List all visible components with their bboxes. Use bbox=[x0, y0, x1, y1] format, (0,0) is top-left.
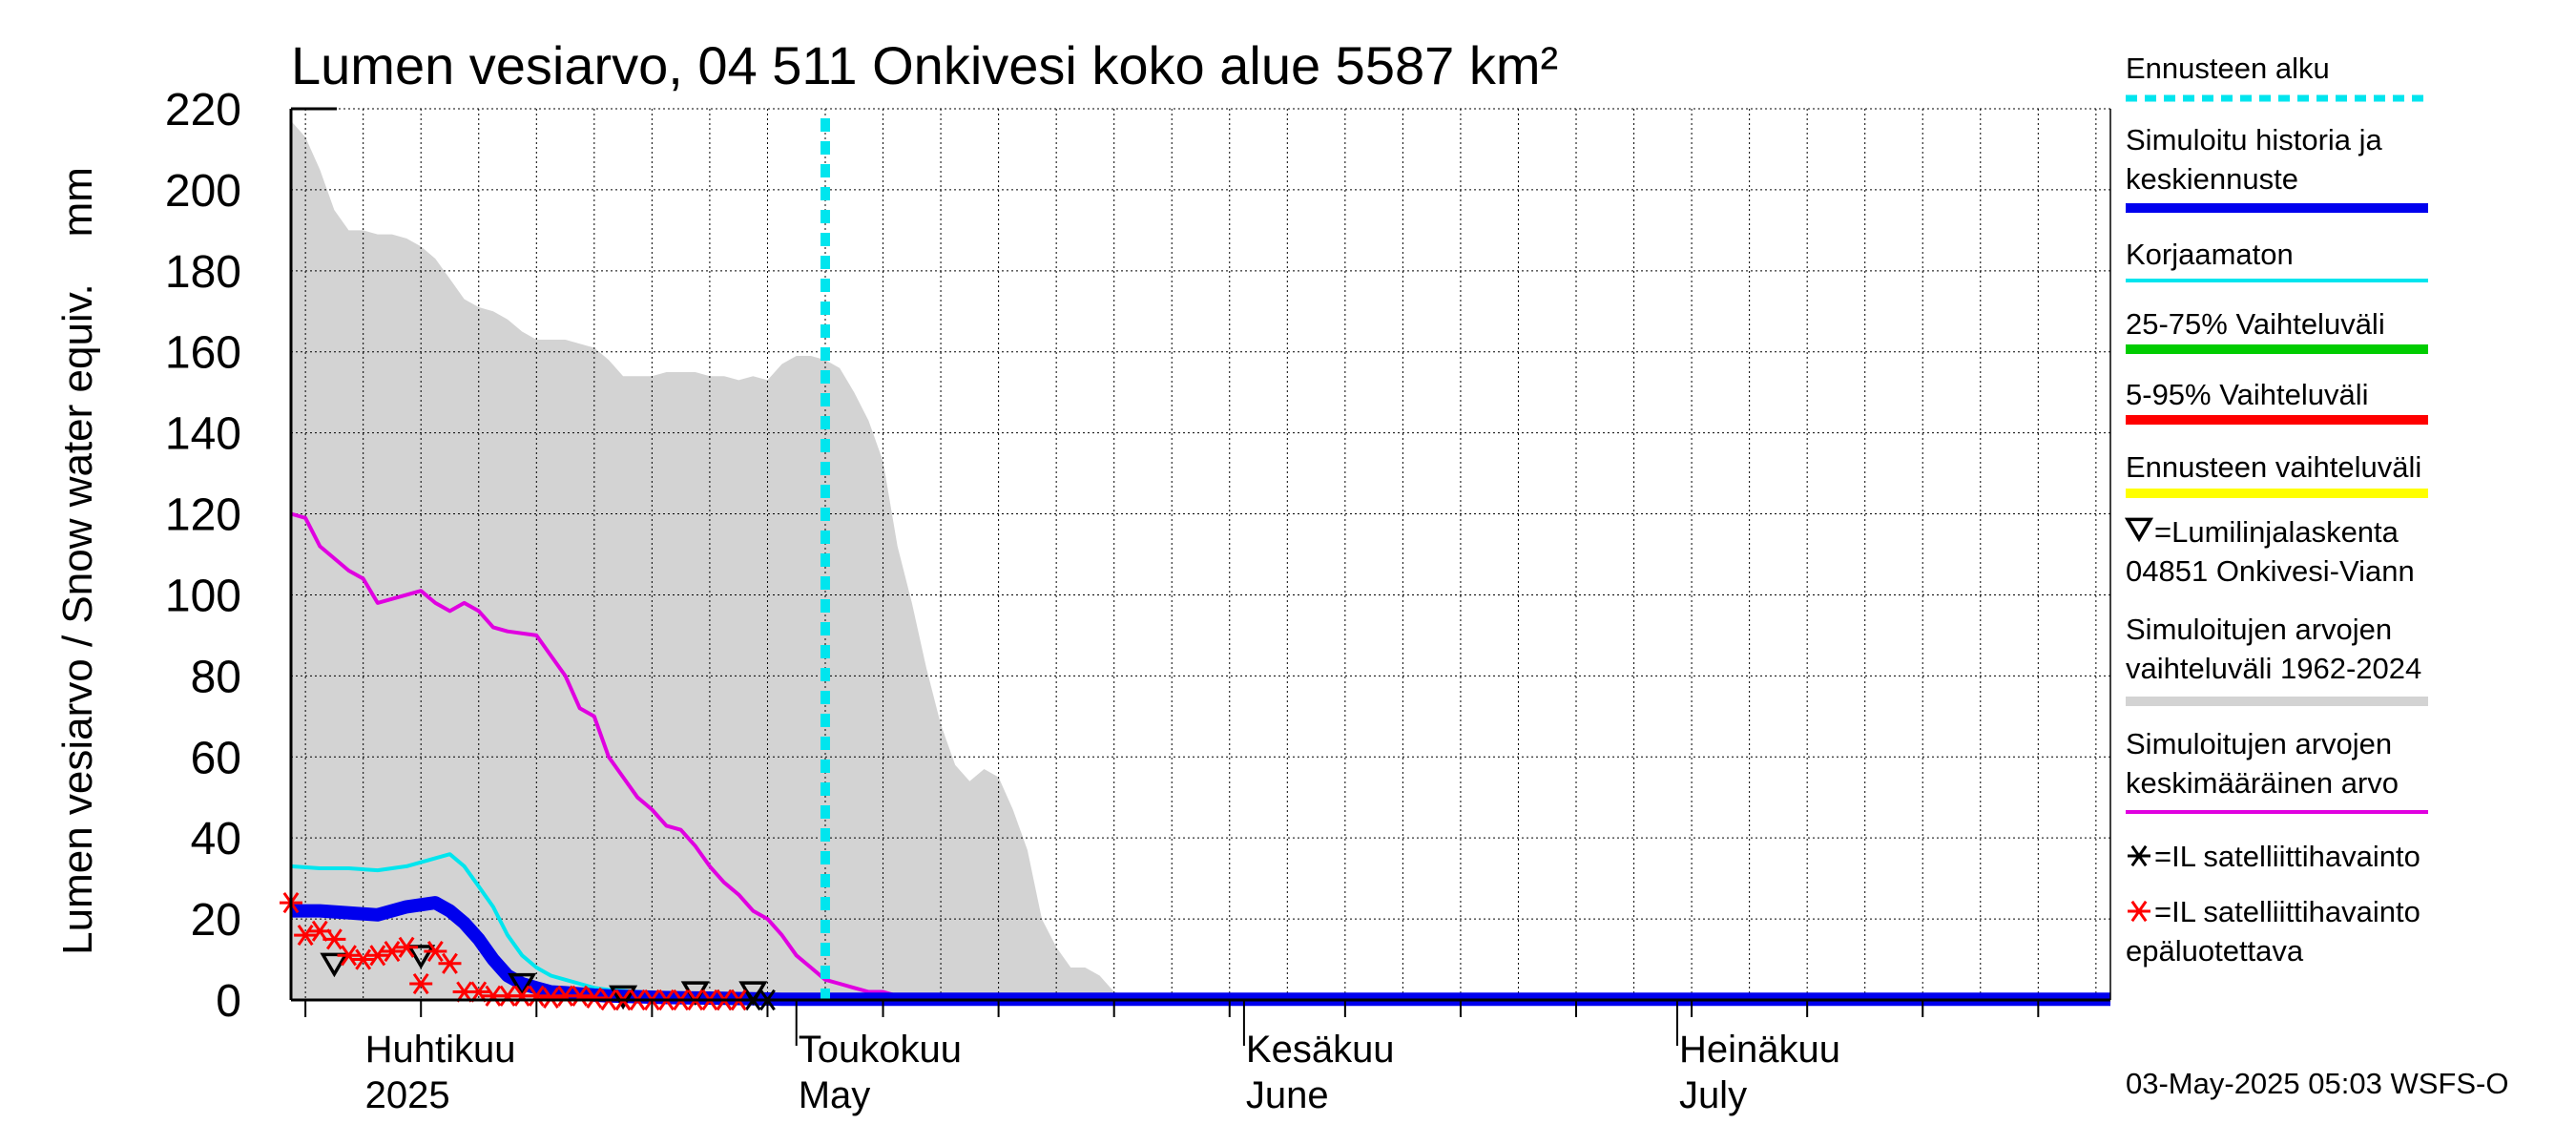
legend-item: 25-75% Vaihteluväli bbox=[2126, 307, 2428, 354]
unreliable-satellite-point-stroke bbox=[325, 928, 343, 950]
legend-item: 5-95% Vaihteluväli bbox=[2126, 378, 2428, 425]
axes-layer: 0 20 40 60 80 100 120 140 160 180 200 220 Huhtikuu20… bbox=[165, 85, 2111, 1116]
unreliable-satellite-point bbox=[294, 925, 318, 947]
range-band-layer bbox=[291, 120, 1143, 1000]
unreliable-satellite-point-stroke bbox=[528, 985, 545, 1007]
y-tick-label: 60 bbox=[191, 733, 241, 783]
legend-item: Simuloitujen arvojen vaihteluväli 1962-20… bbox=[2126, 613, 2428, 706]
legend-label: Simuloitujen arvojen vaihteluväli 1962-20… bbox=[2126, 613, 2421, 685]
unreliable-satellite-point-stroke bbox=[426, 940, 444, 963]
unreliable-satellite-point-stroke bbox=[586, 987, 603, 1009]
unreliable-satellite-point bbox=[582, 987, 606, 1009]
unreliable-satellite-point-stroke bbox=[470, 981, 488, 1003]
legend-item: =IL satelliittihavainto bbox=[2128, 840, 2420, 873]
y-tick-label: 180 bbox=[165, 247, 241, 298]
legend-item: Korjaamaton bbox=[2126, 238, 2428, 282]
unreliable-satellite-point bbox=[365, 945, 389, 967]
legend-label: Ennusteen alku bbox=[2126, 52, 2330, 85]
x-tick-label-sub: May bbox=[799, 1074, 871, 1116]
unreliable-satellite-point bbox=[409, 972, 433, 995]
unreliable-satellite-point bbox=[380, 940, 404, 963]
y-tick-label: 200 bbox=[165, 166, 241, 217]
unreliable-satellite-point-stroke bbox=[369, 945, 386, 967]
y-tick-label: 140 bbox=[165, 409, 241, 460]
unreliable-satellite-point bbox=[438, 952, 462, 974]
legend-label: Korjaamaton bbox=[2126, 238, 2294, 271]
unreliable-satellite-point bbox=[322, 928, 346, 950]
unreliable-satellite-point-stroke bbox=[543, 987, 559, 1009]
legend-label: 25-75% Vaihteluväli bbox=[2126, 307, 2385, 341]
legend-label: Ennusteen vaihteluväli bbox=[2126, 450, 2421, 484]
legend-asterisk-icon-stroke bbox=[2130, 900, 2148, 923]
y-tick-label: 100 bbox=[165, 571, 241, 621]
unreliable-satellite-point-stroke bbox=[485, 985, 502, 1007]
legend-label: Simuloitujen arvojen keskimääräinen arvo bbox=[2126, 727, 2399, 800]
unreliable-satellite-point-stroke bbox=[384, 940, 401, 963]
snow-course-point bbox=[320, 952, 349, 978]
unreliable-satellite-point-stroke bbox=[571, 985, 589, 1007]
legend-label: Simuloitu historia ja keskiennuste bbox=[2126, 123, 2383, 196]
legend-label: =IL satelliittihavainto bbox=[2154, 840, 2420, 873]
unreliable-satellite-point-stroke bbox=[412, 972, 429, 995]
y-tick-label: 20 bbox=[191, 895, 241, 946]
unreliable-satellite-point bbox=[424, 940, 447, 963]
snow-course-point bbox=[508, 972, 537, 998]
y-tick-label: 220 bbox=[165, 85, 241, 135]
legend-item: =Lumilinjalaskenta 04851 Onkivesi-Viann bbox=[2124, 515, 2415, 588]
unreliable-satellite-point-stroke bbox=[311, 920, 328, 942]
legend-item: Ennusteen alku bbox=[2126, 52, 2428, 102]
x-tick-label-sub: June bbox=[1246, 1074, 1329, 1116]
legend-item: Simuloitujen arvojen keskimääräinen arvo bbox=[2126, 727, 2428, 814]
unreliable-satellite-point bbox=[467, 981, 490, 1003]
unreliable-satellite-point-stroke bbox=[341, 945, 357, 967]
unreliable-satellite-point bbox=[539, 987, 563, 1009]
legend: Ennusteen alku Simuloitu historia ja keski… bbox=[2124, 52, 2428, 968]
unreliable-satellite-point-stroke bbox=[456, 981, 473, 1003]
x-tick-label-month: Toukokuu bbox=[799, 1029, 962, 1071]
grid-layer bbox=[291, 108, 2110, 1000]
unreliable-satellite-point bbox=[337, 945, 361, 967]
unreliable-satellite-point-stroke bbox=[513, 985, 530, 1007]
unreliable-satellite-point-stroke bbox=[442, 952, 458, 974]
unreliable-satellite-point-stroke bbox=[355, 948, 372, 970]
legend-item: =IL satelliittihavainto epäluotettava bbox=[2126, 895, 2420, 968]
y-tick-label: 40 bbox=[191, 814, 241, 864]
unreliable-satellite-point-stroke bbox=[398, 936, 415, 958]
x-tick-label-month: Huhtikuu bbox=[365, 1029, 516, 1071]
timestamp-footer: 03-May-2025 05:03 WSFS-O bbox=[2126, 1067, 2508, 1100]
y-tick-label: 0 bbox=[216, 976, 241, 1027]
range-band-area bbox=[291, 120, 1143, 1000]
legend-label: 5-95% Vaihteluväli bbox=[2126, 378, 2368, 411]
legend-asterisk-icon bbox=[2128, 900, 2150, 923]
x-tick-label-month: Kesäkuu bbox=[1246, 1029, 1395, 1071]
x-tick-label-sub: 2025 bbox=[365, 1074, 450, 1116]
snow-course-point bbox=[609, 985, 638, 1010]
unreliable-satellite-point-stroke bbox=[557, 985, 573, 1007]
y-tick-label: 120 bbox=[165, 490, 241, 541]
unreliable-satellite-point bbox=[351, 948, 375, 970]
y-axis-label: Lumen vesiarvo / Snow water equiv. mm bbox=[54, 167, 101, 955]
legend-item: Ennusteen vaihteluväli bbox=[2126, 450, 2428, 498]
snow-course-point bbox=[406, 945, 436, 969]
legend-item: Simuloitu historia ja keskiennuste bbox=[2126, 123, 2428, 213]
legend-asterisk-icon-stroke bbox=[2130, 844, 2148, 867]
unreliable-satellite-point-stroke bbox=[499, 985, 516, 1007]
unreliable-satellite-point bbox=[525, 985, 549, 1007]
legend-label: =IL satelliittihavainto epäluotettava bbox=[2126, 895, 2420, 968]
unreliable-satellite-point bbox=[395, 936, 419, 958]
legend-asterisk-icon bbox=[2128, 844, 2150, 867]
legend-label: =Lumilinjalaskenta 04851 Onkivesi-Viann bbox=[2126, 515, 2415, 588]
unreliable-satellite-point bbox=[568, 985, 592, 1007]
x-tick-label-month: Heinäkuu bbox=[1679, 1029, 1840, 1071]
x-tick-label-sub: July bbox=[1679, 1074, 1747, 1116]
y-tick-label: 80 bbox=[191, 652, 241, 702]
y-tick-label: 160 bbox=[165, 328, 241, 379]
legend-triangle-icon bbox=[2124, 517, 2154, 543]
unreliable-satellite-point-stroke bbox=[297, 925, 314, 947]
chart-title: Lumen vesiarvo, 04 511 Onkivesi koko alu… bbox=[291, 35, 1558, 95]
